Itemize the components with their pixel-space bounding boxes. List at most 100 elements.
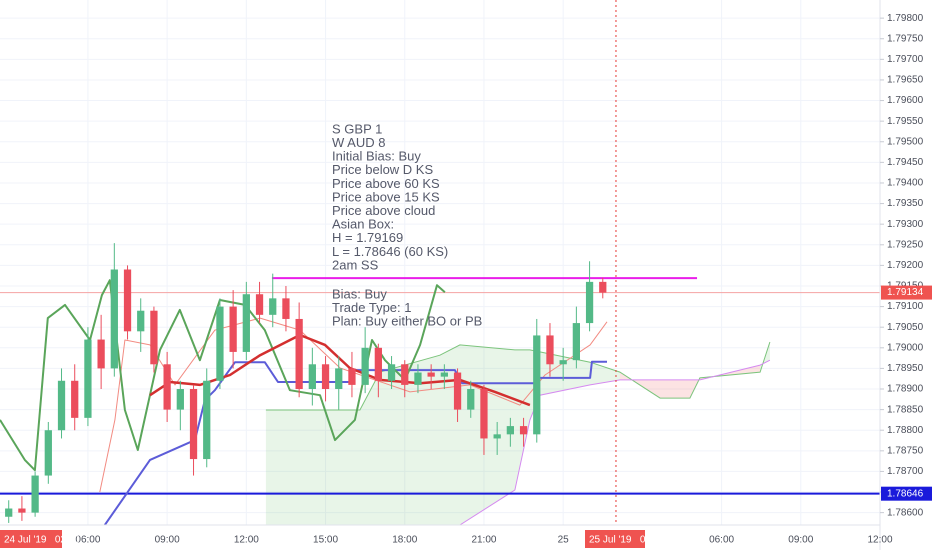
x-tick-label: 12:00 (234, 535, 259, 546)
note-line: S GBP 1 (332, 121, 382, 136)
candle-body (506, 426, 514, 435)
candle-body (216, 306, 224, 381)
y-tick-label: 1.79200 (887, 260, 924, 271)
indicator-line (0, 279, 446, 472)
candle-body (123, 269, 132, 332)
plot-area (0, 0, 880, 525)
cloud-segment (359, 372, 380, 525)
x-tick-label: 18:00 (392, 535, 417, 546)
cloud-segment (660, 379, 690, 399)
candle-body (295, 318, 303, 390)
y-tick-label: 1.78800 (887, 425, 924, 436)
y-tick-label: 1.79300 (887, 219, 924, 230)
candle-body (374, 347, 382, 381)
note-line: Initial Bias: Buy (332, 149, 421, 164)
price-label-box (881, 285, 932, 300)
candle-body (110, 269, 118, 369)
candle-body (44, 430, 52, 476)
cloud-segment (514, 349, 530, 490)
y-tick-label: 1.78750 (887, 445, 924, 456)
candle-body (401, 364, 409, 385)
y-tick-label: 1.79050 (887, 322, 924, 333)
x-tick-label: 25 (558, 535, 570, 546)
candle-body (453, 372, 462, 410)
candle-body (387, 364, 396, 381)
note-line: Plan: Buy either BO or PB (332, 314, 482, 329)
y-tick-label: 1.79650 (887, 75, 924, 86)
candle-body (559, 360, 567, 365)
candle-body (242, 294, 250, 352)
note-line: Trade Type: 1 (332, 300, 412, 315)
cursor-label: 24 Jul '19 02:00 (4, 535, 80, 546)
axes: 1.786001.786501.787001.787501.788001.788… (75, 13, 932, 546)
cursor-label: 25 Jul '19 02:00 (589, 535, 665, 546)
candle-body (203, 380, 211, 460)
candle-body (427, 372, 435, 377)
candle-body (533, 335, 541, 435)
note-line: Price above 15 KS (332, 189, 440, 204)
x-tick-label: 09:00 (788, 535, 813, 546)
candle-body (269, 298, 277, 315)
candle-body (599, 281, 607, 293)
x-tick-label: 21:00 (471, 535, 496, 546)
note-line: Bias: Buy (332, 286, 387, 301)
candle-body (150, 310, 158, 365)
note-line: 2am SS (332, 257, 379, 272)
candle-body (519, 426, 528, 435)
cursor-label-box (0, 530, 62, 548)
candle-body (440, 372, 448, 377)
y-tick-label: 1.79000 (887, 342, 924, 353)
y-tick-label: 1.79550 (887, 116, 924, 127)
candle-body (348, 368, 356, 385)
y-tick-label: 1.79350 (887, 198, 924, 209)
candle-body (308, 364, 316, 390)
x-tick-label: 12:00 (867, 535, 892, 546)
y-tick-label: 1.79100 (887, 301, 924, 312)
cloud-segment (379, 355, 440, 525)
y-tick-label: 1.79750 (887, 33, 924, 44)
note-line: Asian Box: (332, 217, 394, 232)
candle-body (585, 281, 594, 324)
candle-body (335, 368, 343, 390)
cloud-segment (265, 410, 272, 525)
candle-body (18, 508, 26, 513)
x-tick-label: 09:00 (155, 535, 180, 546)
x-tick-label: 15:00 (313, 535, 338, 546)
y-tick-label: 1.78950 (887, 363, 924, 374)
x-tick-label: 06:00 (75, 535, 100, 546)
candle-body (31, 475, 39, 513)
x-tick-label: 06:00 (709, 535, 734, 546)
note-line: Price above 60 KS (332, 176, 440, 191)
y-tick-label: 1.79700 (887, 54, 924, 65)
candle-body (84, 339, 92, 418)
candle-body (176, 389, 184, 410)
candle-body (480, 389, 488, 439)
y-tick-label: 1.78600 (887, 507, 924, 518)
candle-body (189, 389, 198, 460)
y-tick-label: 1.79250 (887, 239, 924, 250)
price-label: 1.78646 (887, 488, 924, 499)
candle-body (282, 298, 290, 319)
candle-body (163, 364, 171, 410)
note-line: Price below D KS (332, 162, 433, 177)
y-tick-label: 1.78850 (887, 404, 924, 415)
candle-body (71, 380, 79, 418)
candle-body (493, 434, 501, 439)
y-tick-label: 1.79600 (887, 95, 924, 106)
price-label-box (881, 486, 932, 501)
cursor-label-box (585, 530, 645, 548)
note-line: Price above cloud (332, 203, 435, 218)
candle-body (467, 389, 475, 410)
candle-body (57, 380, 66, 431)
price-label: 1.79134 (887, 287, 924, 298)
candle-body (321, 364, 330, 390)
candle-body (97, 339, 105, 369)
candle-body (572, 323, 580, 361)
y-tick-label: 1.79400 (887, 178, 924, 189)
candle-body (137, 310, 145, 332)
y-tick-label: 1.78700 (887, 466, 924, 477)
candle-body (546, 335, 554, 365)
candle-body (361, 347, 369, 385)
